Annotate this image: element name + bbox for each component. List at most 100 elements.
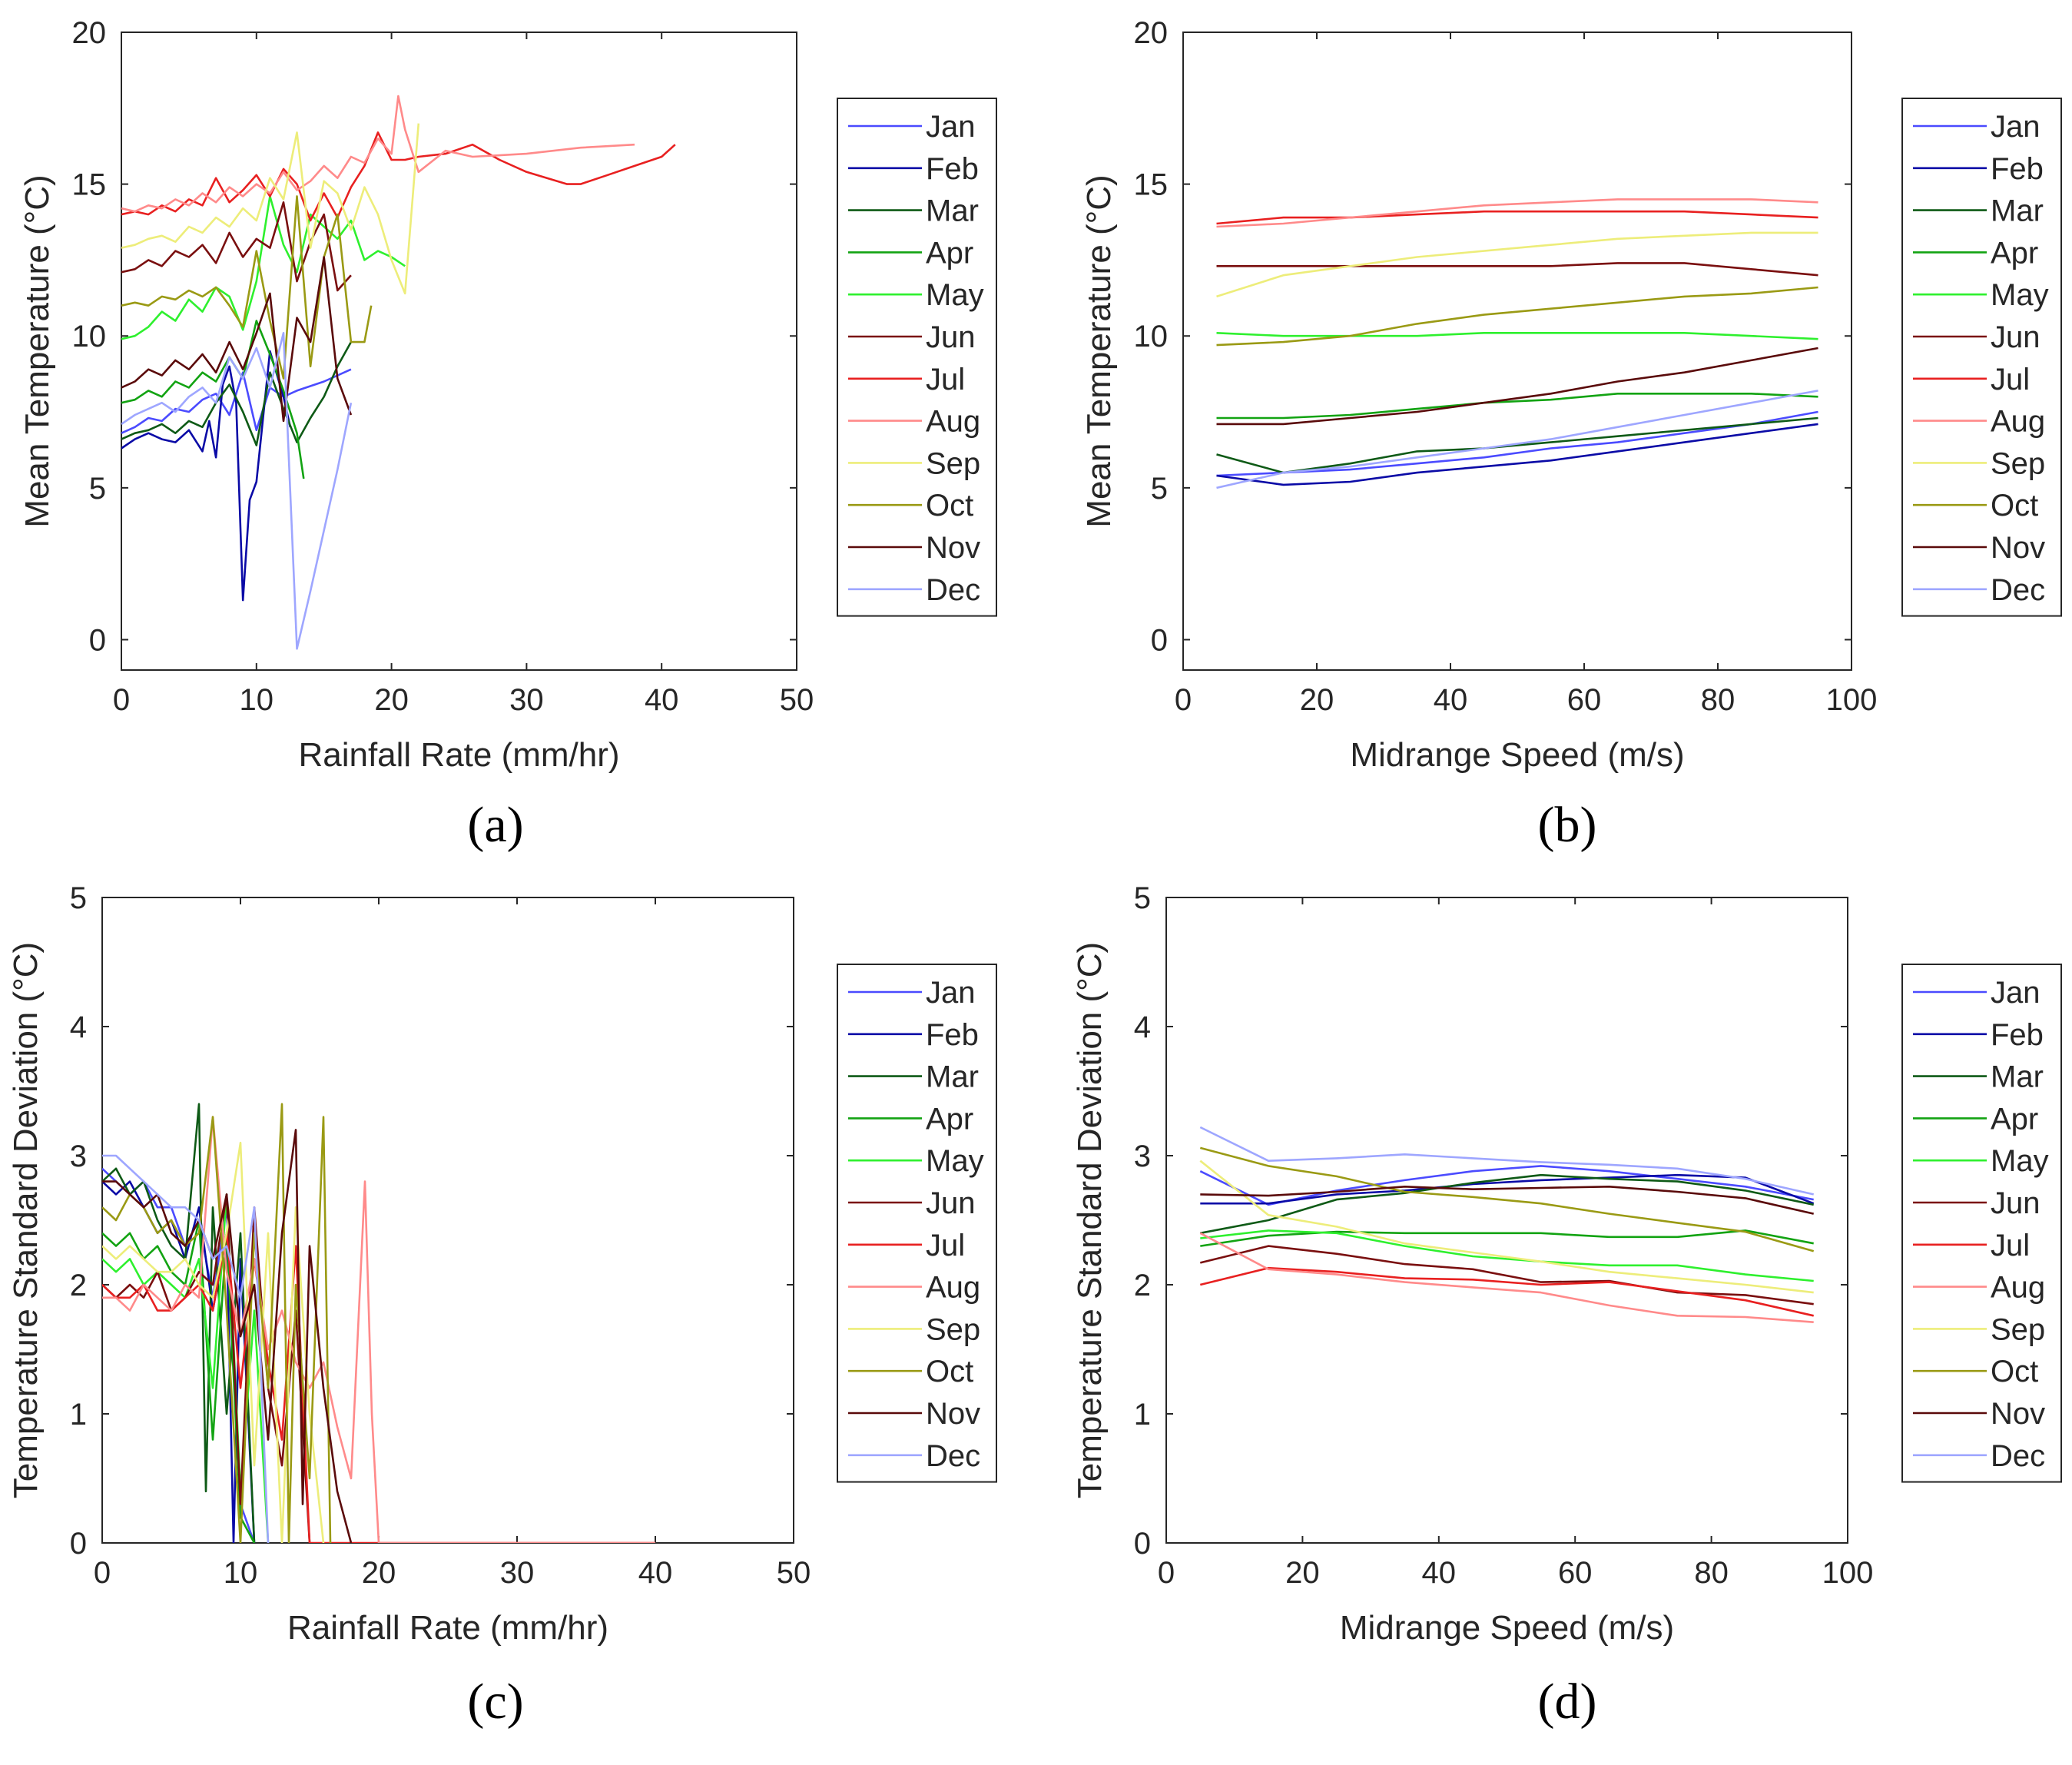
axes-box xyxy=(1165,897,1848,1544)
series-line-jun xyxy=(1199,1245,1814,1306)
legend-label-nov: Nov xyxy=(1991,1397,2045,1431)
legend-label-may: May xyxy=(1991,1144,2049,1178)
chart-panel-b: 0 20 40 60 80 100 0 5 10 15 20 Midrange Speed (m/s)… xyxy=(1080,16,2062,853)
x-tick-label: 60 xyxy=(1567,683,1602,717)
plot-area xyxy=(121,95,676,650)
y-tick-label: 10 xyxy=(1134,320,1169,353)
panel-label: (b) xyxy=(1538,797,1597,853)
chart-panel-c: 0 10 20 30 40 50 0 1 2 3 4 5 Rainfall Rate (mm/hr) Te… xyxy=(7,881,997,1730)
legend-label-dec: Dec xyxy=(1991,573,2045,607)
legend: Jan Feb Mar Apr May Jun Jul Aug Sep Oct Nov Dec xyxy=(1901,964,2062,1483)
series-line-jan xyxy=(1216,410,1818,477)
legend-label-aug: Aug xyxy=(1991,1271,2045,1305)
legend: Jan Feb Mar Apr May Jun Jul Aug Sep Oct Nov Dec xyxy=(837,98,997,617)
x-tick-label: 50 xyxy=(777,1556,811,1590)
legend-label-nov: Nov xyxy=(926,1397,980,1431)
series-line-mar xyxy=(1216,416,1818,474)
legend-label-may: May xyxy=(1991,278,2049,312)
legend-label-oct: Oct xyxy=(926,1355,973,1388)
legend-label-sep: Sep xyxy=(1991,1312,2045,1346)
series-line-oct xyxy=(1199,1146,1815,1252)
legend-label-feb: Feb xyxy=(926,152,979,186)
legend-label-mar: Mar xyxy=(1991,1060,2044,1094)
axes-box xyxy=(1182,32,1852,671)
legend-label-feb: Feb xyxy=(926,1018,979,1052)
series-line-dec xyxy=(1199,1126,1814,1196)
axes-box xyxy=(121,32,797,671)
x-tick-label: 10 xyxy=(240,683,274,717)
series-line-mar xyxy=(121,341,353,446)
x-tick-label: 60 xyxy=(1558,1556,1593,1590)
legend-label-dec: Dec xyxy=(926,1439,980,1473)
x-tick-label: 40 xyxy=(1434,683,1468,717)
series-line-sep xyxy=(121,123,420,295)
y-tick-label: 2 xyxy=(1134,1269,1151,1302)
y-tick-label: 0 xyxy=(70,1527,87,1561)
x-tick-label: 20 xyxy=(362,1556,396,1590)
x-axis-label: Rainfall Rate (mm/hr) xyxy=(287,1609,608,1647)
series-line-aug xyxy=(121,95,635,213)
series-line-nov xyxy=(1200,1186,1814,1215)
legend-label-jul: Jul xyxy=(926,363,965,396)
legend-label-oct: Oct xyxy=(1991,489,2038,523)
x-axis-label: Midrange Speed (m/s) xyxy=(1340,1609,1674,1647)
plot-area xyxy=(102,1103,655,1543)
y-tick-label: 15 xyxy=(72,168,107,202)
series-line-nov xyxy=(121,256,353,423)
legend-label-jul: Jul xyxy=(926,1229,965,1262)
x-axis-label: Rainfall Rate (mm/hr) xyxy=(298,736,619,774)
legend-label-jun: Jun xyxy=(926,320,976,354)
x-tick-label: 10 xyxy=(224,1556,258,1590)
legend-label-jan: Jan xyxy=(1991,110,2041,144)
legend-box xyxy=(1901,98,2062,617)
x-tick-label: 0 xyxy=(113,683,130,717)
x-axis-label: Midrange Speed (m/s) xyxy=(1350,736,1684,774)
series-line-jul xyxy=(102,1232,655,1543)
legend-label-sep: Sep xyxy=(1991,446,2045,480)
y-tick-label: 20 xyxy=(1134,16,1169,50)
legend-label-nov: Nov xyxy=(926,531,980,565)
x-tick-label: 100 xyxy=(1822,1556,1874,1590)
legend-label-jun: Jun xyxy=(1991,1186,2041,1220)
series-line-oct xyxy=(121,195,373,380)
legend: Jan Feb Mar Apr May Jun Jul Aug Sep Oct Nov Dec xyxy=(1901,98,2062,617)
legend-label-nov: Nov xyxy=(1991,531,2045,565)
legend-label-mar: Mar xyxy=(926,194,979,228)
legend-box xyxy=(837,98,997,617)
legend-label-feb: Feb xyxy=(1991,1018,2044,1052)
y-axis-label: Temperature Standard Deviation (°C) xyxy=(1071,942,1109,1498)
legend-label-jun: Jun xyxy=(926,1186,976,1220)
y-tick-label: 10 xyxy=(72,320,107,353)
legend-label-sep: Sep xyxy=(926,1312,980,1346)
x-tick-label: 40 xyxy=(645,683,679,717)
y-axis-label: Temperature Standard Deviation (°C) xyxy=(7,942,45,1498)
series-line-may xyxy=(1216,331,1818,340)
legend-label-jul: Jul xyxy=(1991,363,2030,396)
plot-area xyxy=(1199,1126,1815,1323)
legend-label-mar: Mar xyxy=(926,1060,979,1094)
legend-label-jan: Jan xyxy=(926,110,976,144)
x-tick-label: 0 xyxy=(1158,1556,1175,1590)
chart-panel-d: 0 20 40 60 80 100 0 1 2 3 4 5 Midrange Speed (m/s) Te… xyxy=(1071,881,2062,1730)
series-line-feb xyxy=(1200,1173,1815,1205)
legend-label-dec: Dec xyxy=(926,573,980,607)
y-tick-label: 2 xyxy=(70,1269,87,1302)
panel-label: (a) xyxy=(467,797,523,853)
x-tick-label: 80 xyxy=(1701,683,1736,717)
series-line-oct xyxy=(1216,286,1818,347)
series-line-may xyxy=(121,195,406,340)
chart-panel-a: 0 10 20 30 40 50 0 5 10 15 20 Rainfall Rate (mm/hr)… xyxy=(18,16,997,853)
x-tick-label: 40 xyxy=(1422,1556,1457,1590)
series-line-jul xyxy=(121,131,676,222)
y-tick-label: 0 xyxy=(1134,1527,1151,1561)
y-axis-label: Mean Temperature (°C) xyxy=(1080,174,1118,527)
legend-label-aug: Aug xyxy=(1991,405,2045,439)
series-line-may xyxy=(1200,1229,1814,1282)
legend-label-jun: Jun xyxy=(1991,320,2041,354)
legend-label-apr: Apr xyxy=(1991,1102,2038,1136)
series-line-dec xyxy=(102,1154,270,1543)
y-tick-label: 5 xyxy=(70,881,87,915)
y-tick-label: 1 xyxy=(1134,1398,1151,1432)
x-tick-label: 50 xyxy=(780,683,814,717)
